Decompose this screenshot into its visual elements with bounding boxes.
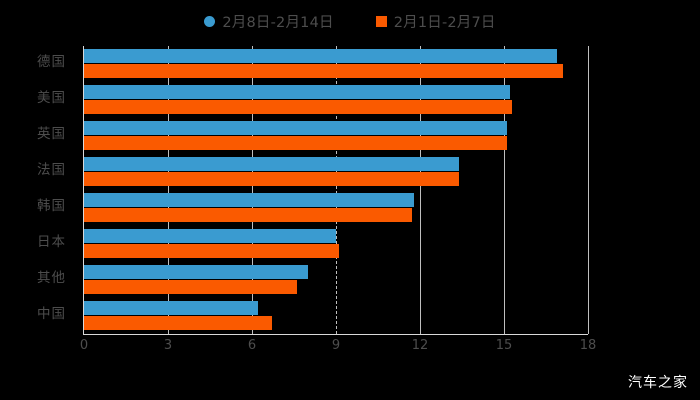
- x-axis-labels: 0 3 6 9 12 15 18: [80, 338, 604, 358]
- bar-series-a-6[interactable]: [84, 265, 308, 279]
- bar-group-3: [84, 154, 588, 190]
- legend-item-series-a[interactable]: 2月8日-2月14日: [204, 11, 334, 32]
- gridline-3: [168, 46, 169, 334]
- bar-series-a-5[interactable]: [84, 229, 336, 243]
- x-axis-tick-12: 12: [411, 338, 429, 353]
- x-axis-tick-9: 9: [331, 338, 341, 353]
- bar-group-6: [84, 262, 588, 298]
- gridline-9: [336, 46, 338, 334]
- bar-group-7: [84, 298, 588, 334]
- bar-series-a-7[interactable]: [84, 301, 258, 315]
- x-axis-tick-6: 6: [247, 338, 257, 353]
- bar-series-a-4[interactable]: [84, 193, 415, 207]
- bar-series-b-6[interactable]: [84, 280, 297, 294]
- gridline-18: [588, 46, 589, 334]
- x-axis-tick-18: 18: [579, 338, 597, 353]
- bar-series-b-7[interactable]: [84, 316, 272, 330]
- y-axis-label-6: 其他: [37, 270, 66, 286]
- y-axis-label-7: 中国: [37, 306, 66, 322]
- legend-label-series-b: 2月1日-2月7日: [393, 14, 496, 31]
- bar-group-0: [84, 46, 588, 82]
- watermark: 汽车之家: [628, 375, 688, 391]
- y-axis-label-4: 韩国: [37, 198, 66, 214]
- y-axis-label-0: 德国: [37, 54, 66, 70]
- circle-icon: [204, 15, 216, 27]
- gridline-12: [420, 46, 421, 334]
- square-icon: [375, 15, 387, 27]
- bar-series-a-1[interactable]: [84, 85, 510, 99]
- bar-group-1: [84, 82, 588, 118]
- legend-label-series-a: 2月8日-2月14日: [222, 14, 334, 31]
- x-axis-line: [83, 334, 588, 335]
- bar-series-b-4[interactable]: [84, 208, 412, 222]
- gridline-6: [252, 46, 253, 334]
- x-axis-tick-15: 15: [495, 338, 513, 353]
- bar-series-b-2[interactable]: [84, 136, 507, 150]
- bar-series-a-2[interactable]: [84, 121, 507, 135]
- y-axis-label-5: 日本: [37, 234, 66, 250]
- y-axis-label-3: 法国: [37, 162, 66, 178]
- y-axis-label-2: 英国: [37, 126, 66, 142]
- x-axis-tick-3: 3: [163, 338, 173, 353]
- bar-series-b-1[interactable]: [84, 100, 513, 114]
- bar-group-5: [84, 226, 588, 262]
- bar-series-b-5[interactable]: [84, 244, 339, 258]
- bar-series-b-3[interactable]: [84, 172, 460, 186]
- y-axis-line: [83, 46, 84, 334]
- y-axis-labels: 德国 美国 英国 法国 韩国 日本 其他 中国: [0, 46, 76, 334]
- chart-legend: 2月8日-2月14日 2月1日-2月7日: [0, 8, 700, 34]
- bar-group-4: [84, 190, 588, 226]
- bar-series-a-0[interactable]: [84, 49, 558, 63]
- bar-group-2: [84, 118, 588, 154]
- plot-area: [83, 46, 589, 335]
- bar-series-a-3[interactable]: [84, 157, 460, 171]
- gridline-15: [504, 46, 505, 334]
- x-axis-tick-0: 0: [79, 338, 89, 353]
- y-axis-label-1: 美国: [37, 90, 66, 106]
- legend-item-series-b[interactable]: 2月1日-2月7日: [375, 11, 496, 32]
- bar-series-b-0[interactable]: [84, 64, 563, 78]
